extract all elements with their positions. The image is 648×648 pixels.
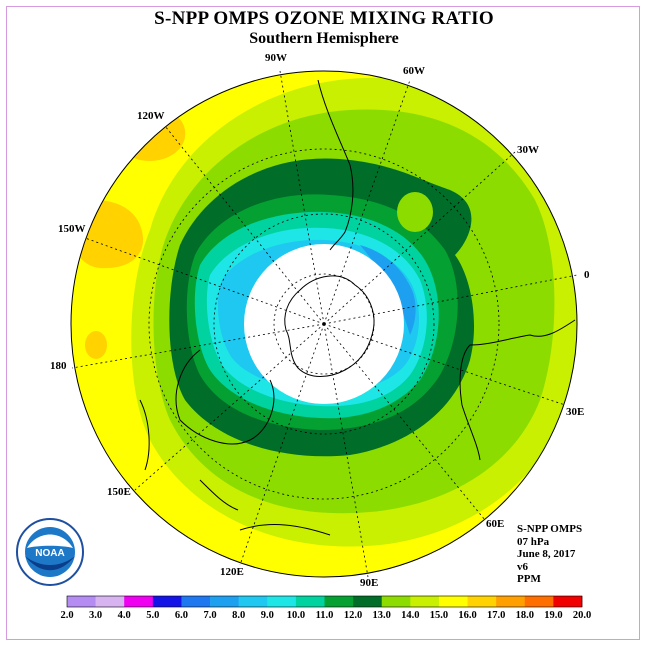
noaa-logo-text: NOAA bbox=[35, 548, 64, 559]
info-instrument: S-NPP OMPS bbox=[517, 523, 583, 535]
info-level: 07 hPa bbox=[517, 535, 550, 548]
lon-label-30w: 30W bbox=[517, 144, 539, 156]
coastlines bbox=[139, 79, 576, 536]
colorbar-tick-label: 10.0 bbox=[287, 610, 305, 621]
colorbar-tick-label: 9.0 bbox=[261, 610, 274, 621]
lon-label-30e: 30E bbox=[566, 406, 584, 418]
colorbar-swatch bbox=[267, 596, 297, 607]
colorbar-swatch bbox=[524, 596, 554, 607]
colorbar-swatch bbox=[324, 596, 354, 607]
colorbar bbox=[66, 595, 583, 608]
colorbar-swatch bbox=[295, 596, 325, 607]
lon-label-0: 0 bbox=[584, 269, 590, 281]
colorbar-swatch bbox=[181, 596, 211, 607]
graticule bbox=[70, 70, 578, 578]
colorbar-tick-label: 13.0 bbox=[373, 610, 391, 621]
colorbar-swatch bbox=[438, 596, 468, 607]
colorbar-tick-label: 11.0 bbox=[316, 610, 334, 621]
coastline-antarctica bbox=[284, 275, 375, 377]
coastline-australia bbox=[175, 349, 275, 445]
map-title: S-NPP OMPS OZONE MIXING RATIO bbox=[154, 8, 494, 29]
colorbar-tick-label: 3.0 bbox=[89, 610, 102, 621]
band-16-patch bbox=[85, 331, 107, 359]
colorbar-swatch bbox=[124, 596, 154, 607]
coastline-africa bbox=[459, 319, 576, 461]
colorbar-swatch bbox=[238, 596, 268, 607]
coastline-south-america bbox=[317, 79, 354, 251]
colorbar-swatch bbox=[67, 596, 96, 607]
colorbar-tick-label: 4.0 bbox=[118, 610, 131, 621]
colorbar-swatch bbox=[152, 596, 182, 607]
colorbar-swatch bbox=[95, 596, 125, 607]
figure-frame bbox=[6, 6, 640, 640]
lon-label-90e: 90E bbox=[360, 577, 378, 589]
colorbar-labels: 2.0 3.0 4.0 5.0 6.0 7.0 8.0 9.0 10.0 11.0 12.0 13.0… bbox=[60, 610, 591, 621]
band-13-island bbox=[397, 192, 433, 232]
colorbar-swatch bbox=[381, 596, 411, 607]
colorbar-swatch bbox=[553, 596, 583, 607]
colorbar-swatch bbox=[210, 596, 239, 607]
coastline-new-zealand bbox=[139, 399, 150, 471]
info-block: S-NPP OMPS 07 hPa June 8, 2017 v6 PPM bbox=[517, 523, 582, 586]
info-version: v6 bbox=[517, 560, 528, 573]
colorbar-swatch bbox=[353, 596, 383, 607]
colorbar-border bbox=[66, 595, 583, 608]
lon-label-150w: 150W bbox=[58, 223, 86, 235]
lon-label-60e: 60E bbox=[486, 518, 504, 530]
colorbar-tick-label: 18.0 bbox=[516, 610, 534, 621]
colorbar-tick-label: 5.0 bbox=[146, 610, 159, 621]
colorbar-tick-label: 8.0 bbox=[232, 610, 245, 621]
colorbar-tick-label: 16.0 bbox=[458, 610, 476, 621]
colorbar-tick-label: 12.0 bbox=[344, 610, 362, 621]
lon-label-120e: 120E bbox=[220, 566, 244, 578]
lon-label-90w: 90W bbox=[265, 52, 287, 64]
lon-label-60w: 60W bbox=[403, 65, 425, 77]
map-subtitle: Southern Hemisphere bbox=[249, 30, 399, 47]
info-date: June 8, 2017 bbox=[517, 548, 576, 560]
colorbar-swatch bbox=[496, 596, 526, 607]
colorbar-tick-label: 2.0 bbox=[60, 610, 73, 621]
info-units: PPM bbox=[517, 573, 541, 585]
colorbar-tick-label: 19.0 bbox=[544, 610, 562, 621]
colorbar-tick-label: 7.0 bbox=[203, 610, 216, 621]
noaa-logo: NOAA bbox=[16, 518, 84, 586]
colorbar-tick-label: 17.0 bbox=[487, 610, 505, 621]
lon-label-150e: 150E bbox=[107, 486, 131, 498]
colorbar-tick-label: 15.0 bbox=[430, 610, 448, 621]
lon-label-180: 180 bbox=[50, 360, 67, 372]
colorbar-tick-label: 20.0 bbox=[573, 610, 591, 621]
colorbar-tick-label: 6.0 bbox=[175, 610, 188, 621]
colorbar-swatch bbox=[410, 596, 440, 607]
lon-label-120w: 120W bbox=[137, 110, 165, 122]
coastline-indonesia bbox=[199, 479, 331, 536]
colorbar-swatch bbox=[467, 596, 497, 607]
colorbar-tick-label: 14.0 bbox=[401, 610, 419, 621]
band-7 bbox=[360, 245, 416, 335]
